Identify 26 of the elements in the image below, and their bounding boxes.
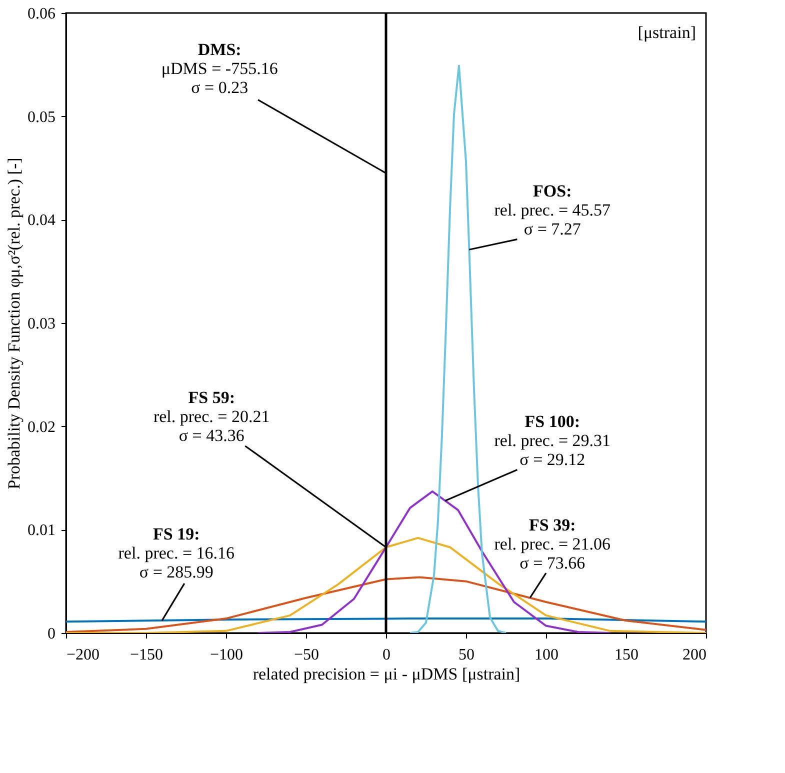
y-tick-label: 0.06: [28, 6, 56, 22]
x-tick-label: 0: [382, 646, 390, 664]
annotation: [μstrain]: [638, 23, 696, 42]
annotation: FS 100: rel. prec. = 29.31 σ = 29.12: [494, 412, 611, 469]
x-tick-label: −100: [210, 646, 244, 664]
y-tick-label: 0.05: [28, 108, 56, 126]
y-tick-label: 0.03: [28, 316, 56, 332]
x-tick-label: 200: [682, 646, 706, 664]
annotation: FS 59: rel. prec. = 20.21 σ = 43.36: [153, 388, 270, 446]
y-tick-label: 0.02: [28, 418, 56, 436]
annotation: FS 39: rel. prec. = 21.06 σ = 73.66: [494, 515, 611, 572]
x-axis-title: related precision = μi - μDMS [μstrain]: [252, 664, 520, 684]
x-tick-label: −200: [66, 646, 100, 664]
x-tick-label: 150: [614, 646, 638, 664]
y-tick-label: 0.01: [28, 522, 56, 540]
annotation: FS 19: rel. prec. = 16.16 σ = 285.99: [118, 524, 235, 582]
annotation: FOS: rel. prec. = 45.57 σ = 7.27: [494, 182, 612, 238]
x-tick-label: 100: [534, 646, 558, 664]
x-tick-label: −150: [130, 646, 164, 664]
x-tick-label: −50: [294, 646, 320, 664]
y-tick-label: 0.04: [28, 212, 56, 230]
x-tick-label: 50: [458, 646, 474, 664]
line-series: [257, 490, 611, 633]
y-tick-label: 0: [48, 626, 56, 642]
y-axis-title: Probability Density Function φμ,σ²(rel. prec.) [-]: [4, 158, 24, 490]
annotation: DMS: μDMS = -755.16 σ = 0.23: [161, 40, 278, 97]
